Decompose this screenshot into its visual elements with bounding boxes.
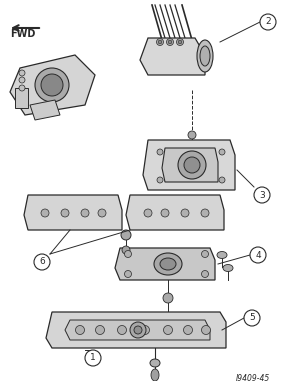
Circle shape <box>41 74 63 96</box>
Circle shape <box>176 38 183 45</box>
Circle shape <box>188 131 196 139</box>
Circle shape <box>156 38 163 45</box>
Circle shape <box>202 271 209 277</box>
Circle shape <box>35 68 69 102</box>
Text: FWD: FWD <box>10 29 35 39</box>
Circle shape <box>81 209 89 217</box>
Circle shape <box>163 293 173 303</box>
Circle shape <box>260 14 276 30</box>
Polygon shape <box>24 195 122 230</box>
Text: 2: 2 <box>265 18 271 27</box>
Circle shape <box>19 70 25 76</box>
Circle shape <box>61 209 69 217</box>
Circle shape <box>34 254 50 270</box>
Circle shape <box>141 325 149 335</box>
Circle shape <box>85 350 101 366</box>
Polygon shape <box>30 100 60 120</box>
Ellipse shape <box>197 40 213 72</box>
Circle shape <box>157 177 163 183</box>
Ellipse shape <box>150 359 160 367</box>
Circle shape <box>178 151 206 179</box>
Ellipse shape <box>151 369 159 381</box>
Circle shape <box>219 177 225 183</box>
Polygon shape <box>46 312 226 348</box>
Ellipse shape <box>160 258 176 270</box>
Circle shape <box>158 40 162 44</box>
Ellipse shape <box>154 253 182 275</box>
Circle shape <box>19 77 25 83</box>
Polygon shape <box>162 148 218 182</box>
Text: 4: 4 <box>255 250 261 259</box>
Circle shape <box>130 322 146 338</box>
Circle shape <box>98 209 106 217</box>
Circle shape <box>250 247 266 263</box>
Circle shape <box>117 325 127 335</box>
Text: 3: 3 <box>259 190 265 200</box>
Ellipse shape <box>217 251 227 258</box>
Circle shape <box>125 250 132 258</box>
Polygon shape <box>65 320 210 340</box>
Ellipse shape <box>223 264 233 272</box>
Ellipse shape <box>200 46 210 66</box>
Text: J9409-45: J9409-45 <box>235 374 269 381</box>
Circle shape <box>244 310 260 326</box>
Polygon shape <box>15 88 28 108</box>
Circle shape <box>178 40 182 44</box>
Circle shape <box>76 325 84 335</box>
Circle shape <box>254 187 270 203</box>
Circle shape <box>134 326 142 334</box>
Circle shape <box>183 325 193 335</box>
Circle shape <box>181 209 189 217</box>
Circle shape <box>157 149 163 155</box>
Circle shape <box>144 209 152 217</box>
Circle shape <box>161 209 169 217</box>
Circle shape <box>19 85 25 91</box>
Circle shape <box>163 325 173 335</box>
Circle shape <box>202 250 209 258</box>
Circle shape <box>122 246 130 254</box>
Circle shape <box>184 157 200 173</box>
Text: 6: 6 <box>39 258 45 266</box>
Circle shape <box>125 271 132 277</box>
Circle shape <box>168 40 172 44</box>
Circle shape <box>166 38 173 45</box>
Circle shape <box>219 149 225 155</box>
Text: 1: 1 <box>90 354 96 362</box>
Circle shape <box>202 325 210 335</box>
Polygon shape <box>126 195 224 230</box>
Text: 5: 5 <box>249 314 255 322</box>
Circle shape <box>41 209 49 217</box>
Polygon shape <box>10 55 95 115</box>
Circle shape <box>96 325 105 335</box>
Polygon shape <box>115 248 215 280</box>
Polygon shape <box>143 140 235 190</box>
Circle shape <box>201 209 209 217</box>
Polygon shape <box>140 38 205 75</box>
Circle shape <box>121 230 131 240</box>
